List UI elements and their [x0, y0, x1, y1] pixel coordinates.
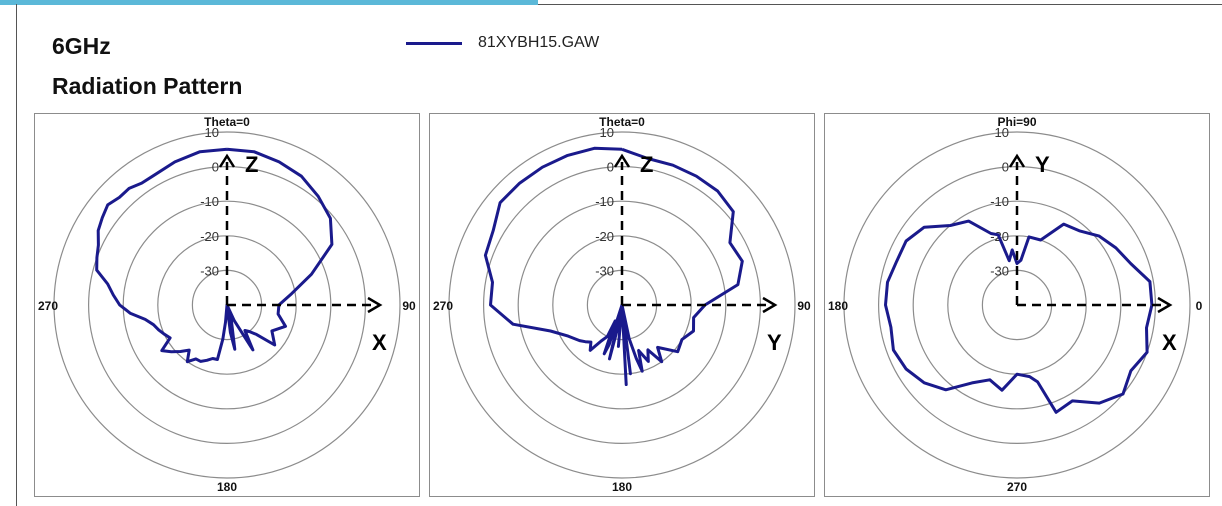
- title-frequency: 6GHz: [52, 33, 111, 59]
- left-angle-label: 270: [433, 299, 453, 313]
- radial-tick-label: -30: [595, 263, 614, 278]
- radial-tick-label: -10: [595, 194, 614, 209]
- vertical-axis-label: Z: [640, 152, 653, 177]
- right-angle-label: 90: [402, 299, 416, 313]
- radial-tick-label: -20: [200, 229, 219, 244]
- grid-circle: [912, 200, 1122, 410]
- grid-circle: [552, 235, 692, 375]
- bottom-angle-label: 270: [1007, 480, 1027, 494]
- pattern-trace: [95, 147, 334, 364]
- polar-plot-xz: 10 0 -10 -20 -30 Theta=0 90 180 270 Z X: [34, 113, 420, 497]
- radial-tick-label: 10: [205, 125, 219, 140]
- top-angle-label: Theta=0: [599, 115, 645, 129]
- vertical-axis-arrow: [1008, 153, 1026, 168]
- radial-tick-label: -10: [200, 194, 219, 209]
- radial-tick-label: 0: [607, 160, 614, 175]
- right-angle-label: 90: [797, 299, 811, 313]
- polar-plot-yz: 10 0 -10 -20 -30 Theta=0 90 180 270 Z Y: [429, 113, 815, 497]
- radial-tick-label: -20: [595, 229, 614, 244]
- radial-tick-label: 0: [1002, 160, 1009, 175]
- top-angle-label: Phi=90: [997, 115, 1036, 129]
- legend-line-swatch: [406, 41, 462, 45]
- grid-circle: [448, 131, 796, 479]
- vertical-axis-label: Z: [245, 152, 258, 177]
- radial-tick-label: -30: [990, 263, 1009, 278]
- horizontal-axis-label: Y: [767, 330, 782, 355]
- grid-circle: [122, 200, 332, 410]
- radial-tick-label: 10: [995, 125, 1009, 140]
- bottom-angle-label: 180: [217, 480, 237, 494]
- left-rule: [16, 4, 17, 506]
- grid-circle: [53, 131, 401, 479]
- vertical-axis-label: Y: [1035, 152, 1050, 177]
- legend-label: 81XYBH15.GAW: [478, 34, 600, 51]
- horizontal-axis-label: X: [372, 330, 387, 355]
- radial-tick-label: 0: [212, 160, 219, 175]
- left-angle-label: 270: [38, 299, 58, 313]
- horizontal-axis-arrow: [367, 296, 383, 314]
- bottom-angle-label: 180: [612, 480, 632, 494]
- left-angle-label: 180: [828, 299, 848, 313]
- radial-tick-label: 10: [600, 125, 614, 140]
- pattern-trace: [483, 146, 744, 386]
- top-angle-label: Theta=0: [204, 115, 250, 129]
- horizontal-axis-arrow: [762, 296, 778, 314]
- title-radiation-pattern: Radiation Pattern: [52, 73, 243, 99]
- vertical-axis-arrow: [218, 153, 236, 168]
- header-rule: [538, 4, 1222, 5]
- vertical-axis-arrow: [613, 153, 631, 168]
- grid-circle: [843, 131, 1191, 479]
- grid-circle: [157, 235, 297, 375]
- horizontal-axis-label: X: [1162, 330, 1177, 355]
- right-angle-label: 0: [1196, 299, 1203, 313]
- header-accent-bar: [0, 0, 538, 5]
- legend: 81XYBH15.GAW: [406, 30, 599, 56]
- radial-tick-label: -30: [200, 263, 219, 278]
- horizontal-axis-arrow: [1157, 296, 1173, 314]
- pattern-trace: [884, 219, 1154, 414]
- radial-tick-label: -10: [990, 194, 1009, 209]
- grid-circle: [517, 200, 727, 410]
